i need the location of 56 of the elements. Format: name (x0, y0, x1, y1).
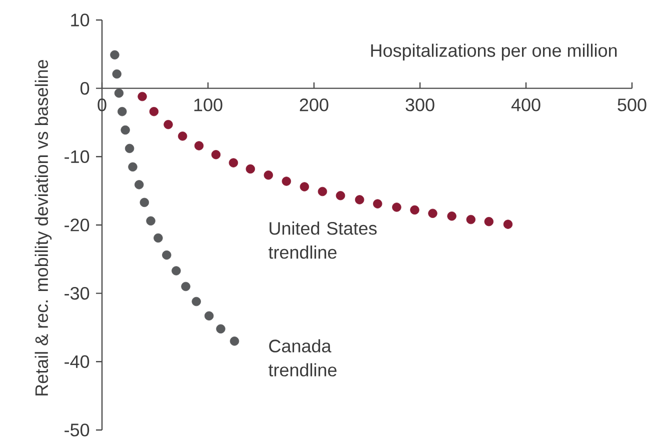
x-tick-label: 500 (618, 98, 646, 112)
point (181, 282, 190, 292)
point (149, 106, 159, 116)
point (447, 212, 456, 221)
point (230, 336, 240, 346)
point (194, 141, 204, 150)
point (114, 88, 124, 98)
y-tick-label: -20 (64, 218, 90, 232)
point (204, 311, 214, 320)
point (162, 250, 172, 260)
point (128, 162, 138, 172)
point (110, 50, 120, 60)
point (503, 220, 513, 229)
point (192, 296, 201, 306)
point (410, 205, 420, 215)
point (164, 120, 173, 130)
point (178, 132, 188, 141)
x-tick-label: 300 (406, 98, 434, 112)
point (318, 186, 328, 196)
point (300, 182, 310, 192)
y-tick-label: -30 (64, 286, 90, 300)
annotation: Canada trendline (268, 339, 336, 376)
point (140, 198, 150, 208)
y-tick-label: -10 (64, 150, 90, 164)
point (354, 195, 364, 204)
annotation: United States trendline (268, 222, 377, 259)
point (466, 214, 476, 224)
y-tick-label: 10 (71, 14, 90, 26)
point (484, 216, 494, 226)
x-tick-label: 400 (511, 98, 540, 112)
point (216, 324, 226, 334)
point (282, 176, 292, 186)
point (138, 92, 147, 102)
point (124, 144, 134, 154)
point (264, 170, 274, 180)
point (118, 106, 127, 116)
point (336, 191, 346, 200)
point (146, 216, 156, 226)
x-tick-label: 100 (194, 98, 222, 112)
point (392, 202, 402, 212)
y-tick-label: -50 (64, 424, 90, 436)
point (428, 208, 438, 218)
point (246, 164, 256, 174)
x-tick-label: 200 (300, 98, 328, 112)
point (154, 233, 163, 243)
y-axis-title: Retail & rec. mobility deviation vs baseline (34, 60, 52, 396)
x-axis-title: Hospitalizations per one million (371, 44, 617, 60)
point (172, 266, 181, 276)
point (373, 199, 382, 208)
point (211, 150, 221, 160)
point (134, 180, 144, 190)
point (228, 158, 238, 168)
y-tick-label: 0 (80, 82, 90, 95)
point (120, 125, 130, 135)
point (112, 69, 122, 79)
y-tick-label: -40 (64, 355, 90, 368)
